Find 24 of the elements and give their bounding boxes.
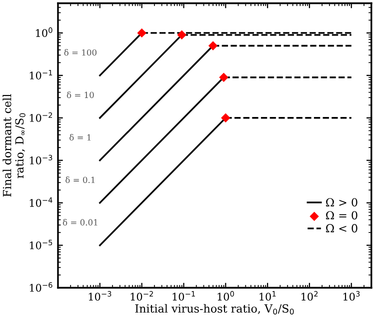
- legend-label: Ω = 0: [326, 211, 358, 220]
- x-tick-label: 10$^{1}$: [260, 291, 276, 301]
- x-axis-title: Initial virus-host ratio, V$_{0}$/S$_{0}$: [135, 304, 294, 314]
- y-tick-label: 10$^{−6}$: [30, 282, 52, 292]
- x-tick-label: 10$^{3}$: [343, 291, 360, 301]
- annotation: δ = 1: [70, 134, 91, 141]
- y-axis-title: Final dormant cell ratio, D$_{∞}$/S$_{0}$: [2, 94, 26, 197]
- legend-label: Ω > 0: [326, 198, 358, 206]
- y-tick-label: 10$^{−3}$: [30, 154, 52, 164]
- annotation: δ = 100: [64, 49, 96, 56]
- annotation: δ = 10: [66, 92, 94, 98]
- annotation: δ = 0.1: [66, 176, 95, 184]
- y-tick-label: 10$^{−4}$: [30, 197, 52, 207]
- x-tick-label: 10$^{−3}$: [88, 291, 112, 301]
- y-tick-label: 10$^{−5}$: [30, 240, 52, 250]
- y-tick-label: 10$^{−1}$: [30, 70, 52, 80]
- x-tick-label: 10$^{−2}$: [130, 291, 153, 301]
- annotation: δ = 0.01: [62, 218, 98, 226]
- x-tick-label: 10$^{2}$: [302, 291, 318, 301]
- x-tick-label: 10$^{−1}$: [172, 291, 195, 301]
- y-tick-label: 10$^{0}$: [36, 27, 52, 37]
- legend-label: Ω < 0: [326, 224, 358, 232]
- x-tick-label: 10$^{0}$: [218, 291, 234, 301]
- y-tick-label: 10$^{−2}$: [30, 112, 52, 122]
